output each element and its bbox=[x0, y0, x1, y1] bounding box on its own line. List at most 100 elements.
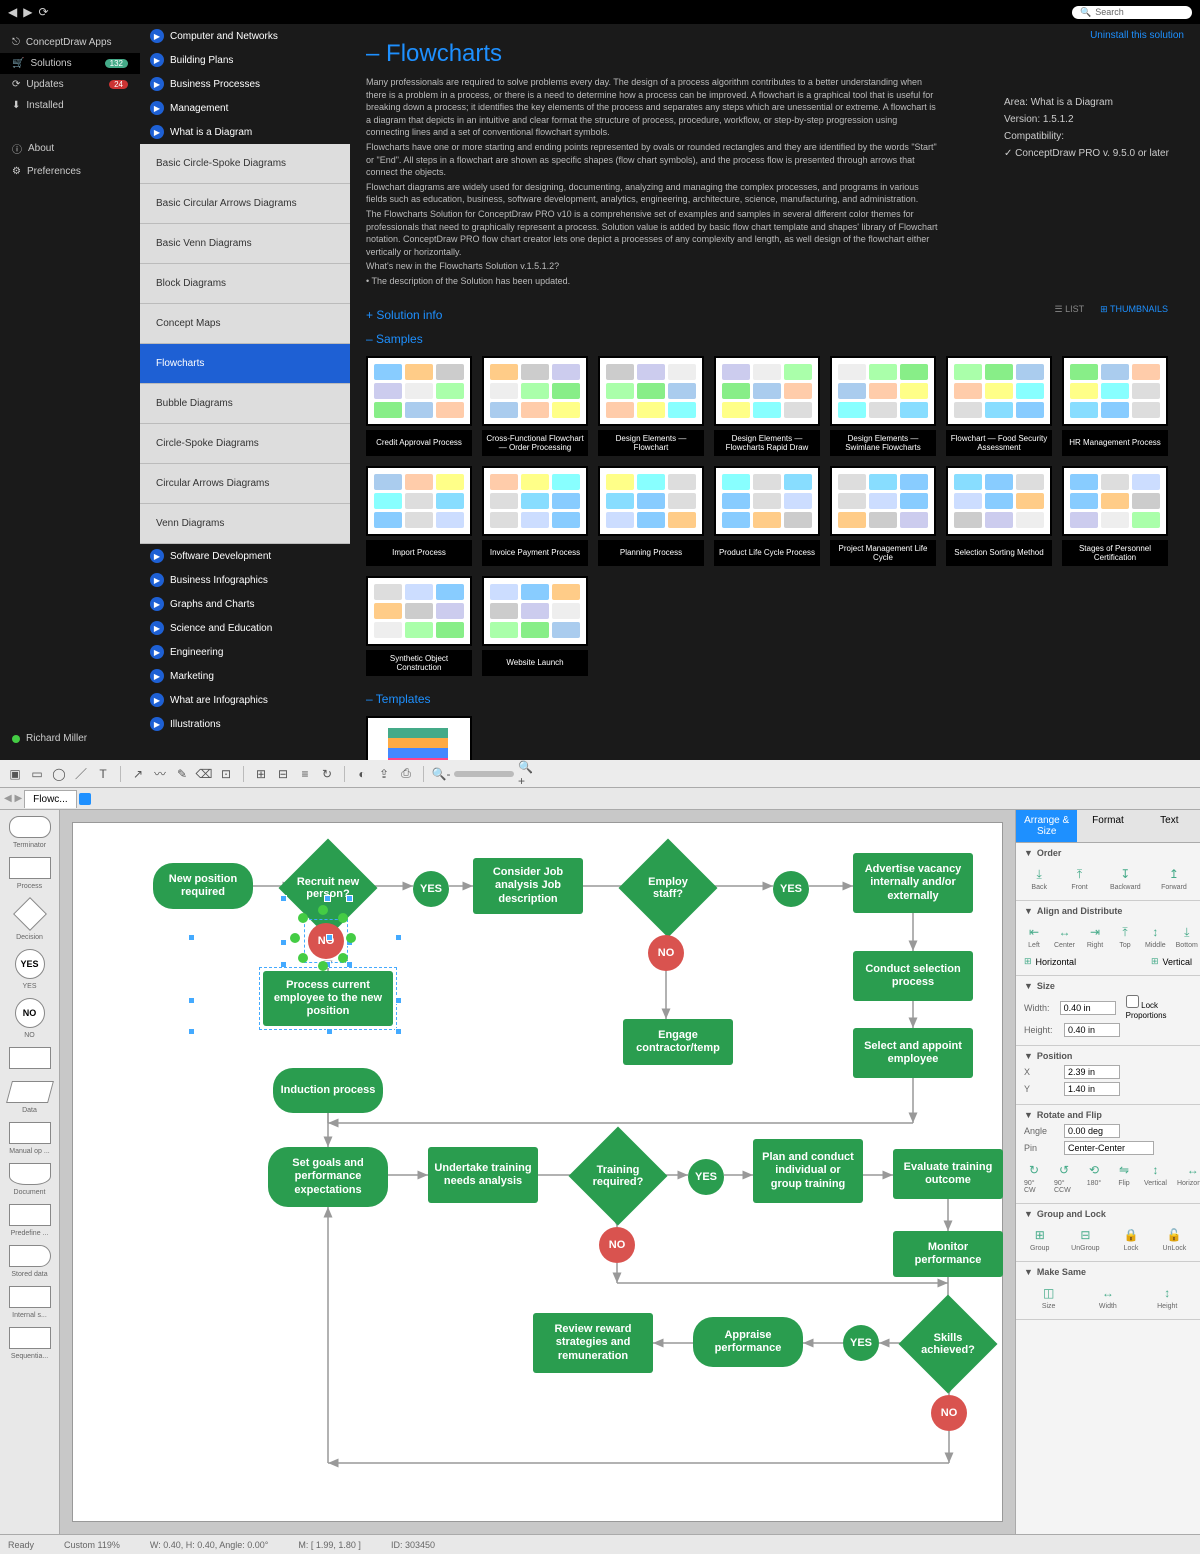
sample-thumb[interactable]: Synthetic Object Construction bbox=[366, 576, 472, 676]
prop-icon[interactable]: ⇋Flip bbox=[1114, 1162, 1134, 1194]
flowchart-node[interactable]: Employ staff? bbox=[619, 839, 718, 938]
flowchart-node[interactable]: NO bbox=[648, 935, 684, 971]
pen-tool[interactable]: ✎ bbox=[173, 765, 191, 783]
prop-icon[interactable]: 🔓UnLock bbox=[1162, 1227, 1186, 1252]
back-arrow[interactable]: ◀ bbox=[8, 5, 17, 19]
flowchart-node[interactable]: New position required bbox=[153, 863, 253, 909]
sample-thumb[interactable]: Invoice Payment Process bbox=[482, 466, 588, 566]
subcategory-item[interactable]: Block Diagrams bbox=[140, 264, 350, 304]
sample-thumb[interactable]: Credit Approval Process bbox=[366, 356, 472, 456]
sample-thumb[interactable]: Cross-Functional Flowchart — Order Proce… bbox=[482, 356, 588, 456]
x-input[interactable] bbox=[1064, 1065, 1120, 1079]
angle-input[interactable] bbox=[1064, 1124, 1120, 1138]
prop-icon[interactable]: ⤓Back bbox=[1029, 866, 1049, 891]
sample-thumb[interactable]: Website Launch bbox=[482, 576, 588, 676]
flowchart-node[interactable]: Skills achieved? bbox=[899, 1295, 998, 1394]
search-input[interactable]: 🔍 Search bbox=[1072, 6, 1192, 19]
sample-thumb[interactable]: Stages of Personnel Certification bbox=[1062, 466, 1168, 566]
category-item[interactable]: ▶Graphs and Charts bbox=[140, 592, 350, 616]
nav-solutions[interactable]: 🛒Solutions132 bbox=[0, 53, 140, 74]
eraser-tool[interactable]: ⌫ bbox=[195, 765, 213, 783]
flowchart-node[interactable]: Select and appoint employee bbox=[853, 1028, 973, 1078]
uninstall-link[interactable]: Uninstall this solution bbox=[1090, 30, 1184, 41]
flowchart-node[interactable]: Evaluate training outcome bbox=[893, 1149, 1003, 1199]
text-tool[interactable]: T bbox=[94, 765, 112, 783]
y-input[interactable] bbox=[1064, 1082, 1120, 1096]
doc-tab[interactable]: Flowc... bbox=[24, 790, 76, 808]
tab-text[interactable]: Text bbox=[1139, 810, 1200, 842]
align-tool[interactable]: ≡ bbox=[296, 765, 314, 783]
subcategory-item[interactable]: Basic Venn Diagrams bbox=[140, 224, 350, 264]
category-item[interactable]: ▶Management bbox=[140, 96, 350, 120]
share-tool[interactable]: ⇪ bbox=[375, 765, 393, 783]
category-item[interactable]: ▶Marketing bbox=[140, 664, 350, 688]
subcategory-item[interactable]: Flowcharts bbox=[140, 344, 350, 384]
category-item[interactable]: ▶What is a Diagram bbox=[140, 120, 350, 144]
prop-icon[interactable]: ↕Vertical bbox=[1144, 1162, 1167, 1194]
crop-tool[interactable]: ⊡ bbox=[217, 765, 235, 783]
reload-icon[interactable]: ⟳ bbox=[38, 5, 48, 19]
flowchart-node[interactable]: Engage contractor/temp bbox=[623, 1019, 733, 1065]
flowchart-node[interactable]: Monitor performance bbox=[893, 1231, 1003, 1277]
nav-preferences[interactable]: ⚙Preferences bbox=[0, 161, 140, 182]
curve-tool[interactable]: 〰 bbox=[151, 765, 169, 783]
zoom-out[interactable]: 🔍- bbox=[432, 765, 450, 783]
prop-icon[interactable]: ↕Height bbox=[1157, 1285, 1177, 1310]
category-item[interactable]: ▶Building Plans bbox=[140, 48, 350, 72]
flowchart-node[interactable]: YES bbox=[688, 1159, 724, 1195]
height-input[interactable] bbox=[1064, 1023, 1120, 1037]
nav-apps[interactable]: ⎋ConceptDraw Apps bbox=[0, 32, 140, 53]
palette-shape[interactable] bbox=[9, 1245, 51, 1267]
prop-icon[interactable]: ↥Forward bbox=[1161, 866, 1187, 891]
sample-thumb[interactable]: Flowchart — Food Security Assessment bbox=[946, 356, 1052, 456]
pin-select[interactable] bbox=[1064, 1141, 1154, 1155]
sample-thumb[interactable]: Import Process bbox=[366, 466, 472, 566]
flowchart-node[interactable]: Appraise performance bbox=[693, 1317, 803, 1367]
category-item[interactable]: ▶Engineering bbox=[140, 640, 350, 664]
prop-icon[interactable]: ⊟UnGroup bbox=[1071, 1227, 1099, 1252]
prop-icon[interactable]: ↻90° CW bbox=[1024, 1162, 1044, 1194]
nav-updates[interactable]: ⟳Updates24 bbox=[0, 74, 140, 95]
prop-icon[interactable]: ↕Middle bbox=[1145, 924, 1166, 949]
prop-icon[interactable]: ↔Center bbox=[1054, 924, 1075, 949]
subcategory-item[interactable]: Basic Circle-Spoke Diagrams bbox=[140, 144, 350, 184]
flowchart-node[interactable]: YES bbox=[843, 1325, 879, 1361]
samples-toggle[interactable]: – Samples bbox=[366, 332, 1184, 346]
subcategory-item[interactable]: Venn Diagrams bbox=[140, 504, 350, 544]
category-item[interactable]: ▶What are Infographics bbox=[140, 688, 350, 712]
flowchart-node[interactable]: YES bbox=[413, 871, 449, 907]
prop-icon[interactable]: ↔Width bbox=[1098, 1285, 1118, 1310]
sample-thumb[interactable]: Planning Process bbox=[598, 466, 704, 566]
flowchart-node[interactable]: Undertake training needs analysis bbox=[428, 1147, 538, 1203]
flowchart-node[interactable]: NO bbox=[931, 1395, 967, 1431]
sample-thumb[interactable]: HR Management Process bbox=[1062, 356, 1168, 456]
template-thumb[interactable] bbox=[366, 716, 472, 761]
prop-icon[interactable]: ◫Size bbox=[1039, 1285, 1059, 1310]
palette-shape[interactable] bbox=[9, 857, 51, 879]
ungroup-tool[interactable]: ⊟ bbox=[274, 765, 292, 783]
canvas[interactable]: New position requiredRecruit new person?… bbox=[72, 822, 1003, 1522]
flowchart-node[interactable]: Training required? bbox=[569, 1127, 668, 1226]
nav-about[interactable]: ⓘAbout bbox=[0, 136, 140, 161]
sample-thumb[interactable]: Project Management Life Cycle bbox=[830, 466, 936, 566]
palette-shape[interactable] bbox=[13, 897, 47, 931]
zoom-in[interactable]: 🔍+ bbox=[518, 765, 536, 783]
palette-shape[interactable] bbox=[9, 1327, 51, 1349]
flowchart-node[interactable]: Induction process bbox=[273, 1068, 383, 1113]
palette-shape[interactable]: NO bbox=[15, 998, 45, 1028]
rotate-tool[interactable]: ↻ bbox=[318, 765, 336, 783]
flowchart-node[interactable]: Set goals and performance expectations bbox=[268, 1147, 388, 1207]
sample-thumb[interactable]: Design Elements — Flowchart bbox=[598, 356, 704, 456]
subcategory-item[interactable]: Circular Arrows Diagrams bbox=[140, 464, 350, 504]
templates-toggle[interactable]: – Templates bbox=[366, 692, 1184, 706]
fill-tool[interactable]: ◐ bbox=[353, 765, 371, 783]
zoom-slider[interactable] bbox=[454, 771, 514, 777]
line-tool[interactable]: ／ bbox=[72, 765, 90, 783]
prop-icon[interactable]: 🔒Lock bbox=[1121, 1227, 1141, 1252]
palette-shape[interactable] bbox=[9, 1047, 51, 1069]
palette-shape[interactable] bbox=[9, 1122, 51, 1144]
nav-installed[interactable]: ⬇Installed bbox=[0, 95, 140, 116]
pointer-tool[interactable]: ▣ bbox=[6, 765, 24, 783]
sample-thumb[interactable]: Selection Sorting Method bbox=[946, 466, 1052, 566]
ellipse-tool[interactable]: ◯ bbox=[50, 765, 68, 783]
